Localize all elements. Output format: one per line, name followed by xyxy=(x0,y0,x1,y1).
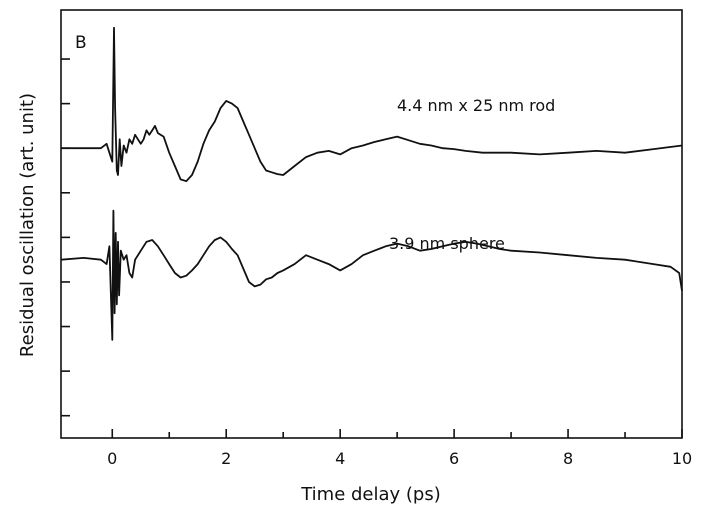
x-tick-label: 6 xyxy=(449,449,459,468)
series-line-sphere xyxy=(60,209,683,341)
x-tick-labels: 0 2 4 6 8 10 xyxy=(107,449,692,468)
x-tick-label: 4 xyxy=(335,449,345,468)
x-tick-label: 2 xyxy=(221,449,231,468)
panel-label: B xyxy=(75,33,87,53)
tick-group xyxy=(61,58,683,438)
y-axis-label: Residual oscillation (art. unit) xyxy=(17,93,38,357)
series-label-rod: 4.4 nm x 25 nm rod xyxy=(397,96,555,115)
x-tick-label: 0 xyxy=(107,449,117,468)
series-line-rod xyxy=(61,26,683,183)
x-tick-label: 10 xyxy=(672,449,692,468)
series-label-sphere: 3.9 nm sphere xyxy=(389,234,505,253)
plot-frame xyxy=(60,9,683,439)
x-tick-label: 8 xyxy=(563,449,573,468)
x-axis-label: Time delay (ps) xyxy=(300,484,441,505)
